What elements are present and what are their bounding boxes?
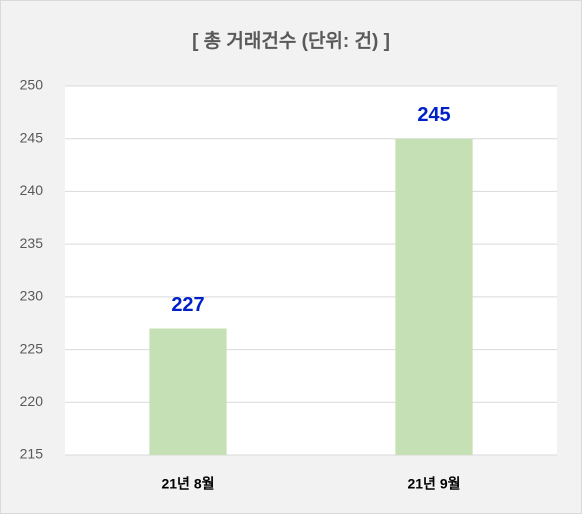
y-tick-label: 235: [20, 235, 44, 251]
plot-area: [65, 86, 557, 455]
data-label: 245: [417, 104, 450, 126]
y-tick-label: 245: [20, 129, 44, 145]
x-tick-label: 21년 8월: [161, 476, 214, 492]
data-label: 227: [171, 294, 204, 316]
y-tick-label: 240: [20, 182, 44, 198]
y-tick-label: 215: [20, 446, 44, 462]
y-tick-label: 225: [20, 340, 44, 356]
y-tick-label: 220: [20, 393, 44, 409]
y-tick-label: 230: [20, 288, 44, 304]
chart-title: [ 총 거래건수 (단위: 건) ]: [192, 30, 390, 52]
bar: [149, 328, 227, 455]
y-tick-label: 250: [20, 77, 44, 93]
x-tick-label: 21년 9월: [407, 476, 460, 492]
bar: [395, 138, 473, 455]
